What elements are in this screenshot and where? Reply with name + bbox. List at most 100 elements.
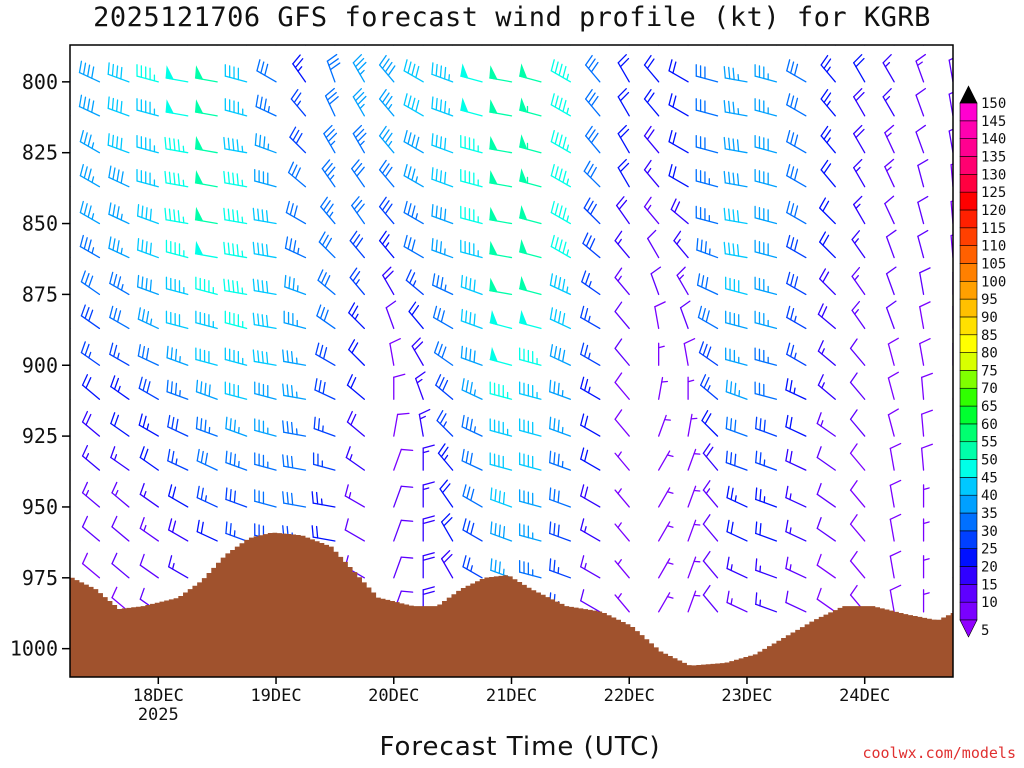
wind-barb [580,555,601,579]
wind-barb [816,446,836,471]
wind-barb [952,462,953,471]
wind-barb [460,239,483,259]
wind-barb [435,374,454,400]
wind-barb [194,65,218,83]
colorbar-segment [959,512,978,532]
wind-barb [437,443,454,471]
wind-barb [755,592,778,613]
wind-barb [773,45,778,46]
wind-barb [462,555,483,579]
wind-barb [915,53,927,83]
wind-barb [725,310,748,330]
wind-barb [389,338,401,366]
wind-barb [315,342,336,366]
wind-barb [254,168,277,188]
wind-barb [408,301,424,330]
wind-barb [755,416,778,437]
wind-barb [723,100,748,117]
colorbar-label: 150 [981,96,1006,112]
wind-barb [436,409,454,437]
wind-barb [549,487,572,508]
wind-barb [701,409,719,437]
wind-barb [479,45,483,46]
wind-barb [549,521,572,542]
wind-barb [81,481,101,508]
wind-barb [254,489,277,508]
x-tick-label: 20DEC [368,686,419,706]
wind-barb [687,485,701,508]
wind-barb [431,204,454,225]
wind-barb [698,341,719,366]
wind-barb [687,376,695,400]
wind-barb [225,521,248,542]
wind-barb [136,204,159,225]
wind-barb [617,88,630,117]
wind-barb [657,45,660,46]
wind-barb [283,310,307,330]
wind-barb [252,312,277,330]
wind-barb [668,93,689,117]
wind-barb [614,593,630,613]
wind-barb [755,487,778,508]
wind-barb [196,448,218,471]
wind-barb [585,88,601,117]
colorbar-label: 70 [981,381,998,397]
wind-barb [109,271,130,296]
wind-barb [224,64,248,83]
wind-barb [668,130,689,154]
wind-barb [244,45,248,46]
colorbar-segment [959,423,978,443]
wind-barb [726,590,748,613]
wind-barb [489,206,513,225]
wind-barb [422,481,435,508]
colorbar-segment [959,245,978,264]
wind-barb [254,381,277,400]
wind-barb [580,376,601,400]
wind-barb [614,372,630,400]
wind-barb [580,413,601,437]
wind-barb [194,170,218,188]
wind-barb [700,374,719,400]
wind-barb [743,45,748,46]
wind-barb [816,412,836,437]
colorbar-segment [959,405,978,425]
wind-barb [687,519,701,542]
wind-barb [70,185,71,188]
wind-barb [647,229,660,259]
wind-barb [785,519,807,542]
wind-barb [433,341,454,366]
wind-barb [378,159,395,188]
colorbar-segment [959,352,978,371]
wind-barb [252,241,277,259]
wind-barb [378,125,395,154]
wind-barb [922,518,930,542]
wind-barb [885,300,897,330]
wind-barb [816,587,836,613]
colorbar-label: 135 [981,149,1006,165]
wind-barb [849,550,866,579]
wind-barb [668,59,689,83]
wind-barb [349,267,365,296]
wind-barb [785,590,807,613]
wind-barb [550,130,572,154]
wind-barb [658,450,674,471]
wind-barb [519,275,542,296]
wind-barb [405,269,424,296]
wind-barb [422,444,435,471]
wind-barb [81,374,101,400]
wind-barb [349,230,365,259]
wind-barb [136,238,159,259]
wind-barb [695,98,719,117]
wind-barb [164,207,189,225]
wind-barb [431,96,454,117]
wind-barb [658,592,674,613]
wind-barb [550,59,572,83]
wind-barb [853,124,866,154]
wind-barb [726,556,748,579]
wind-barb [723,66,748,83]
wind-barb [687,556,701,579]
wind-barb [884,124,895,154]
wind-barb [70,45,71,46]
wind-barb [195,276,218,296]
